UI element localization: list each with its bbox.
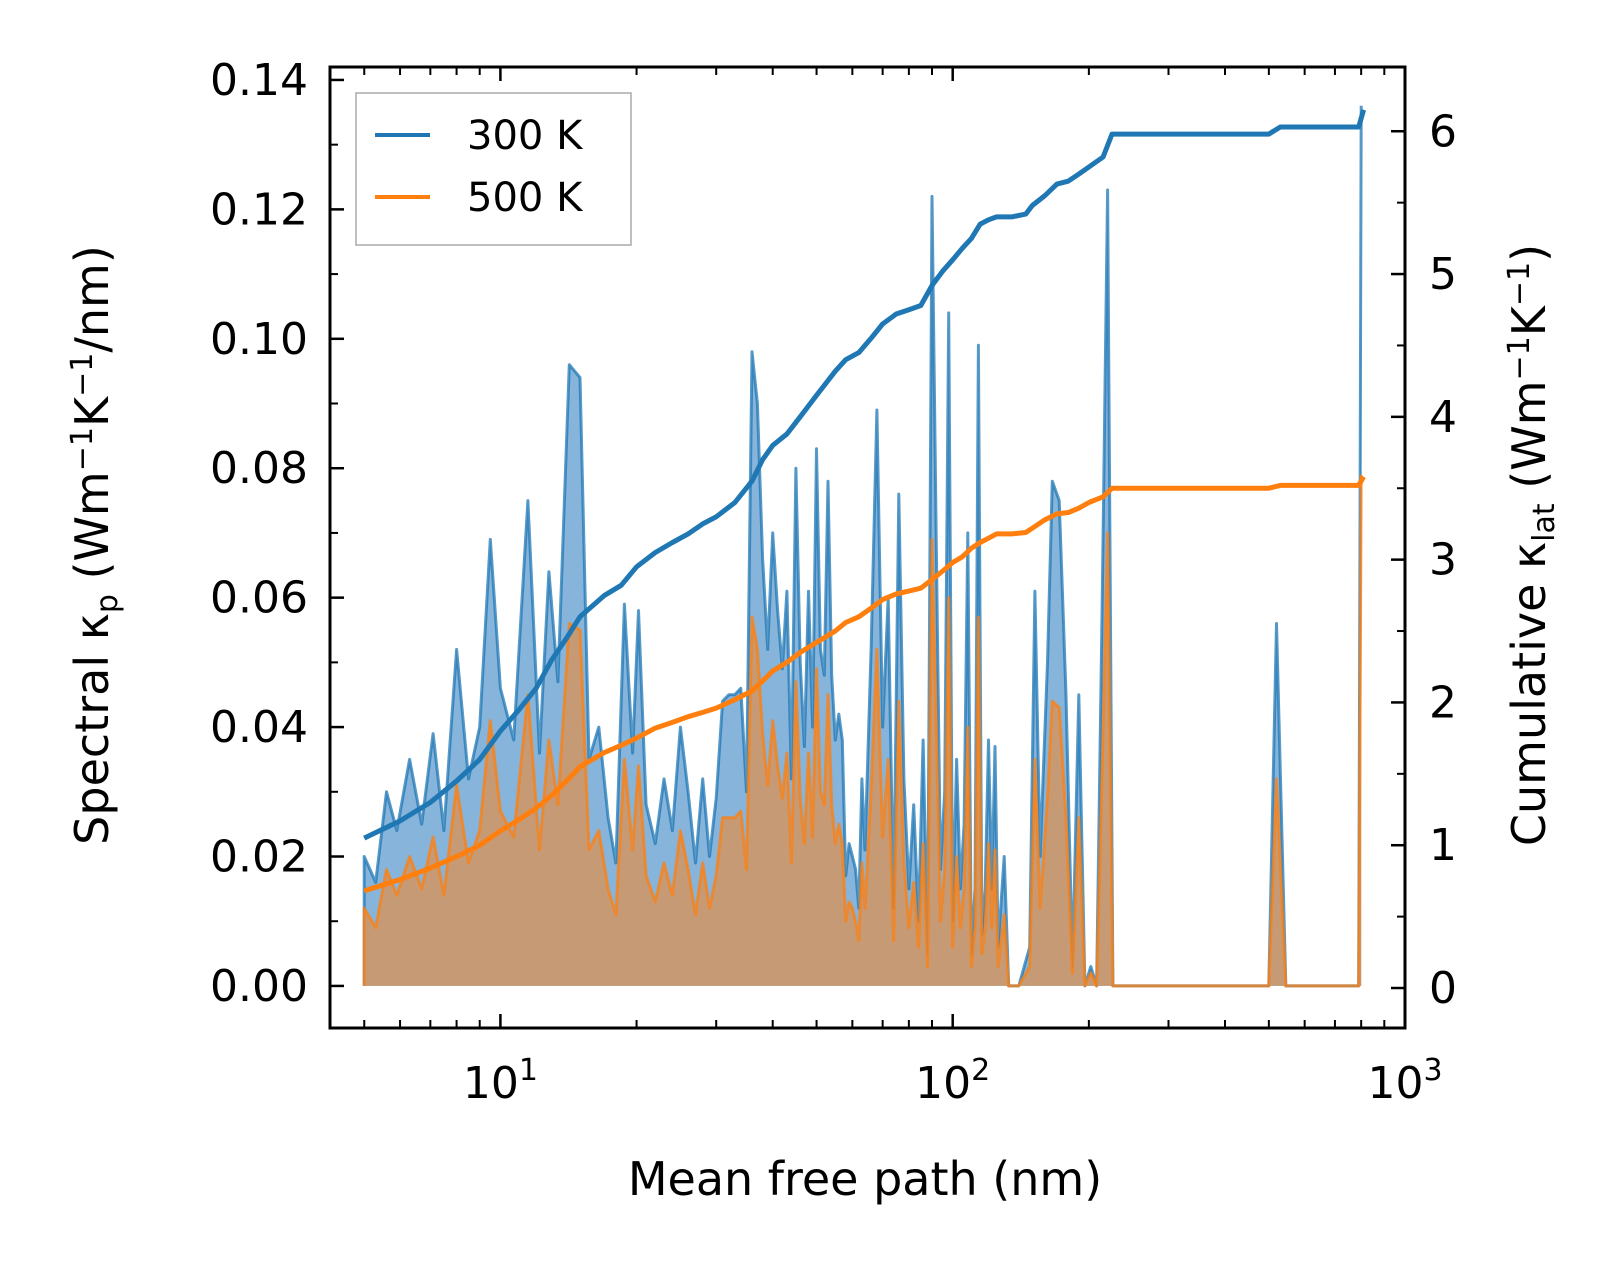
y-left-tick-label: 0.12 [210,184,308,235]
plot-frame [328,65,1407,1030]
y-left-tick-label: 0.02 [210,832,308,883]
x-tick-base: 10 [463,1058,519,1109]
y-right-tick-label: 3 [1429,535,1457,586]
y-right-tick-label: 2 [1429,677,1457,728]
legend-label-300k: 300 K [467,113,584,159]
y-right-sup1: −1 [1502,336,1537,380]
tick-labels: 101 102 1030.000.020.040.060.080.100.120.1… [210,55,1457,1109]
y-right-part1: Cumulative κ [1502,542,1556,846]
axis-ticks [330,67,1407,1028]
y-right-tick-label: 1 [1429,820,1457,871]
cumulative-lines [363,109,1367,894]
y-left-part3: K [65,395,119,427]
legend-label-500k: 500 K [467,175,584,221]
y-right-sup2: −1 [1502,262,1537,306]
y-right-tick-label: 6 [1429,106,1457,157]
legend-box [355,92,632,246]
cumulative-line-500k [363,475,1366,894]
spectral-line-500k [362,474,1363,988]
x-tick-exponent: 2 [971,1053,990,1088]
x-tick-exponent: 1 [519,1053,538,1088]
y-right-sub: lat [1527,503,1562,542]
y-left-part4: /nm) [65,245,119,352]
x-axis-title: Mean free path (nm) [628,1152,1102,1206]
y-left-tick-label: 0.04 [210,702,308,753]
y-left-part1: Spectral κ [65,613,119,845]
y-left-sup1: −1 [65,427,100,471]
y-right-part2: (Wm [1502,380,1556,503]
x-tick-exponent: 3 [1423,1053,1442,1088]
y-left-tick-label: 0.08 [210,443,308,494]
x-tick-label: 101 [463,1053,538,1109]
x-tick-base: 10 [915,1058,971,1109]
x-tick-base: 10 [1367,1058,1423,1109]
y-right-tick-label: 4 [1429,392,1457,443]
y-left-tick-label: 0.10 [210,314,308,365]
y-right-tick-label: 0 [1429,963,1457,1014]
legend: 300 K 500 K [355,92,632,246]
y-right-part4: ) [1502,244,1556,262]
y-left-sup2: −1 [65,353,100,397]
x-tick-label: 102 [915,1053,990,1109]
cumulative-line-300k [363,109,1367,841]
y-right-part3: K [1502,304,1556,336]
y-left-part2: (Wm [65,471,119,594]
y-axis-title-right: Cumulative κlat (Wm−1K−1) [1502,244,1562,846]
y-axis-title-left: Spectral κp (Wm−1K−1/nm) [65,245,125,845]
x-tick-label: 103 [1367,1053,1442,1109]
y-left-tick-label: 0.06 [210,573,308,624]
y-left-tick-label: 0.14 [210,55,308,106]
y-right-tick-label: 5 [1429,249,1457,300]
y-left-tick-label: 0.00 [210,961,308,1012]
y-left-sub: p [90,594,125,613]
